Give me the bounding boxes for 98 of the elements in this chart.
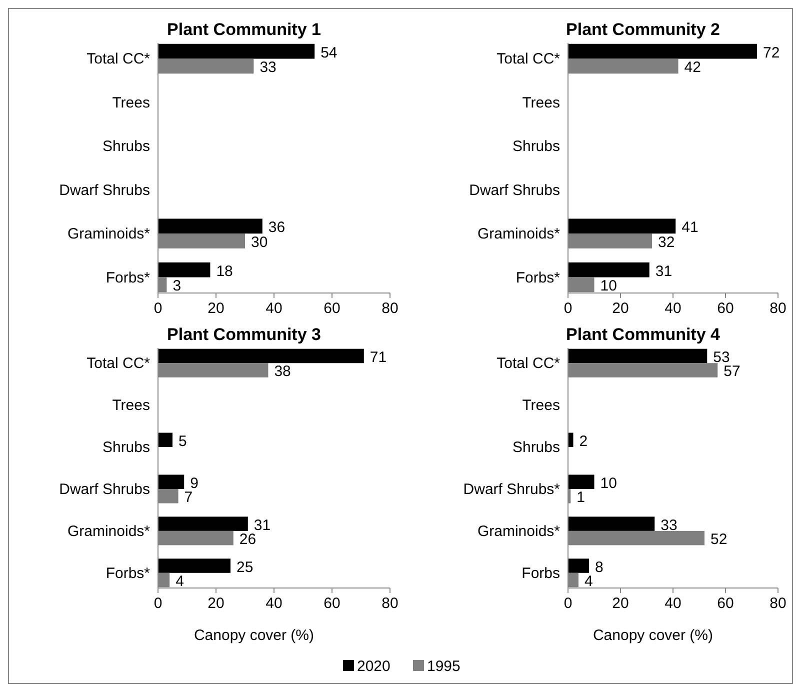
legend-label: 1995 bbox=[427, 658, 460, 675]
bar bbox=[568, 218, 676, 234]
y-tick-label: Dwarf Shrubs bbox=[469, 182, 560, 199]
data-label: 9 bbox=[190, 474, 198, 492]
data-label: 10 bbox=[600, 474, 617, 492]
bar bbox=[568, 558, 589, 573]
x-tick-label: 80 bbox=[770, 300, 786, 317]
x-tick-label: 60 bbox=[717, 595, 734, 612]
data-label: 26 bbox=[239, 531, 256, 548]
data-label: 41 bbox=[682, 219, 698, 236]
y-tick-label: Trees bbox=[522, 397, 560, 414]
y-tick-label: Graminoids* bbox=[67, 522, 150, 540]
x-tick-label: 60 bbox=[324, 300, 340, 317]
data-label: 30 bbox=[251, 234, 268, 251]
bar bbox=[568, 474, 594, 489]
y-tick-label: Total CC* bbox=[496, 355, 560, 372]
data-label: 32 bbox=[658, 234, 675, 251]
x-tick-label: 20 bbox=[208, 300, 224, 317]
data-label: 18 bbox=[216, 262, 233, 280]
data-label: 42 bbox=[684, 59, 701, 76]
data-label: 1 bbox=[576, 489, 585, 506]
data-label: 52 bbox=[710, 531, 728, 548]
data-label: 53 bbox=[713, 348, 730, 366]
y-tick-label: Graminoids* bbox=[477, 522, 560, 540]
data-label: 57 bbox=[724, 363, 740, 380]
x-tick-label: 40 bbox=[266, 300, 282, 317]
y-tick-label: Dwarf Shrubs* bbox=[463, 480, 560, 498]
y-tick-label: Graminoids* bbox=[67, 226, 150, 243]
x-tick-label: 40 bbox=[266, 595, 282, 612]
data-label: 36 bbox=[268, 219, 286, 236]
data-label: 4 bbox=[176, 573, 184, 590]
x-tick-label: 20 bbox=[612, 300, 629, 317]
bar bbox=[158, 474, 184, 489]
y-tick-label: Shrubs bbox=[512, 439, 560, 456]
x-tick-label: 0 bbox=[564, 300, 572, 317]
x-tick-label: 80 bbox=[382, 300, 398, 317]
x-tick-label: 20 bbox=[208, 595, 224, 612]
x-tick-label: 80 bbox=[382, 595, 398, 612]
bar bbox=[158, 262, 210, 278]
y-tick-label: Shrubs bbox=[102, 439, 150, 456]
data-label: 2 bbox=[579, 432, 588, 450]
data-label: 54 bbox=[320, 44, 338, 62]
chart-title: Plant Community 3 bbox=[167, 325, 321, 344]
y-tick-label: Dwarf Shrubs bbox=[59, 480, 150, 498]
data-label: 7 bbox=[184, 489, 193, 506]
x-tick-label: 0 bbox=[154, 300, 162, 317]
bar bbox=[158, 432, 172, 448]
bar bbox=[158, 516, 248, 531]
y-tick-label: Total CC* bbox=[496, 50, 560, 68]
chart-title: Plant Community 1 bbox=[167, 20, 321, 39]
x-axis-title: Canopy cover (%) bbox=[194, 627, 314, 644]
data-label: 10 bbox=[600, 278, 617, 295]
x-axis-title: Canopy cover (%) bbox=[592, 627, 714, 644]
chart-title: Plant Community 4 bbox=[566, 325, 721, 344]
y-tick-label: Total CC* bbox=[86, 50, 150, 68]
y-tick-label: Shrubs bbox=[512, 138, 560, 156]
y-tick-label: Dwarf Shrubs bbox=[59, 182, 150, 199]
data-label: 31 bbox=[254, 516, 271, 534]
y-tick-label: Total CC* bbox=[86, 355, 150, 372]
data-label: 72 bbox=[763, 44, 780, 62]
chart-title: Plant Community 2 bbox=[566, 20, 720, 39]
y-tick-label: Forbs* bbox=[516, 269, 560, 286]
data-label: 33 bbox=[260, 59, 276, 76]
x-tick-label: 60 bbox=[717, 300, 734, 317]
data-label: 8 bbox=[595, 558, 604, 576]
data-label: 31 bbox=[655, 262, 672, 280]
data-label: 25 bbox=[236, 558, 254, 576]
y-tick-label: Trees bbox=[112, 397, 150, 414]
y-tick-label: Trees bbox=[112, 94, 150, 112]
data-label: 5 bbox=[178, 432, 187, 450]
bar bbox=[158, 44, 315, 59]
y-tick-label: Forbs bbox=[522, 564, 560, 582]
data-label: 71 bbox=[370, 348, 387, 366]
bar bbox=[568, 262, 650, 278]
bar bbox=[158, 348, 364, 364]
x-tick-label: 40 bbox=[664, 595, 682, 612]
x-tick-label: 40 bbox=[664, 300, 682, 317]
bar bbox=[568, 432, 574, 448]
x-tick-label: 0 bbox=[564, 595, 572, 612]
legend-label: 2020 bbox=[357, 658, 390, 675]
y-tick-label: Graminoids* bbox=[477, 226, 560, 243]
data-label: 33 bbox=[660, 516, 678, 534]
x-tick-label: 80 bbox=[770, 595, 786, 612]
bar bbox=[158, 558, 230, 573]
bar bbox=[568, 516, 655, 531]
y-tick-label: Forbs* bbox=[106, 269, 150, 286]
y-tick-label: Trees bbox=[522, 94, 560, 112]
bar bbox=[158, 218, 262, 234]
bar bbox=[568, 44, 757, 59]
x-tick-label: 0 bbox=[154, 595, 162, 612]
y-tick-label: Forbs* bbox=[106, 564, 150, 582]
x-tick-label: 20 bbox=[612, 595, 629, 612]
data-label: 3 bbox=[172, 278, 182, 295]
x-tick-label: 60 bbox=[324, 595, 340, 612]
y-tick-label: Shrubs bbox=[102, 138, 150, 156]
bar bbox=[568, 348, 708, 364]
data-label: 38 bbox=[274, 363, 291, 380]
data-label: 4 bbox=[584, 573, 593, 590]
